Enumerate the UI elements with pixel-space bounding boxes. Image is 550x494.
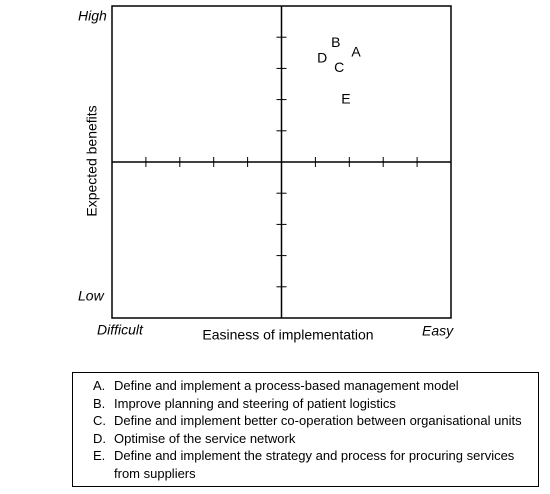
legend-text: Define and implement the strategy and pr…	[114, 448, 515, 481]
legend-item: B. Improve planning and steering of patie…	[93, 395, 528, 413]
legend-marker: A.	[93, 378, 106, 393]
x-axis-title: Easiness of implementation	[202, 327, 373, 343]
point-label: E	[341, 90, 350, 106]
legend-item: A. Define and implement a process-based m…	[93, 377, 528, 395]
legend-item: C. Define and implement better co-operati…	[93, 412, 528, 430]
point-label: C	[334, 59, 344, 75]
legend-marker: C.	[93, 413, 106, 429]
legend-item: E. Define and implement the strategy and …	[93, 447, 528, 482]
legend-text: Define and implement a process-based man…	[114, 378, 459, 393]
point-label: D	[317, 50, 327, 66]
x-low-label: Difficult	[97, 322, 144, 338]
point-label: B	[331, 34, 340, 50]
legend-marker: D.	[93, 430, 106, 446]
legend-box: A. Define and implement a process-based m…	[72, 372, 539, 487]
legend-item: D. Optimise of the service network	[93, 430, 528, 448]
legend-text: Optimise of the service network	[114, 430, 296, 446]
legend-marker: B.	[93, 395, 106, 411]
x-high-label: Easy	[422, 323, 454, 339]
point-label: A	[351, 44, 361, 60]
y-high-label: High	[78, 8, 107, 24]
y-low-label: Low	[78, 288, 105, 304]
y-axis-title: Expected benefits	[84, 105, 100, 216]
chart: High Low Difficult Easy Easiness of impl…	[78, 5, 454, 343]
legend-text: Improve planning and steering of patient…	[114, 395, 396, 411]
legend-marker: E.	[93, 448, 106, 464]
legend-text: Define and implement better co-operation…	[114, 413, 522, 429]
